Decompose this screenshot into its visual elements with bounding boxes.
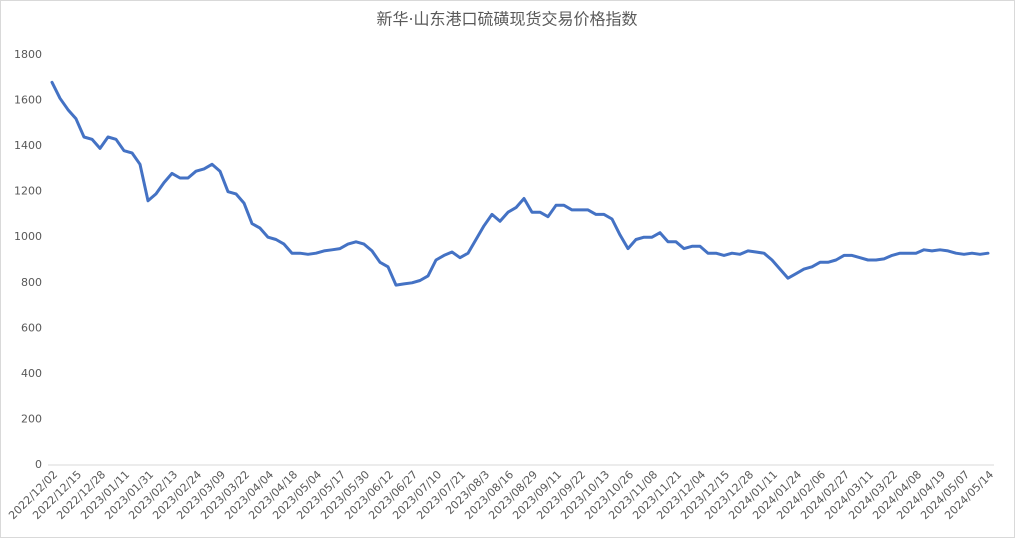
y-tick-label: 400	[21, 367, 42, 380]
y-tick-label: 600	[21, 321, 42, 334]
y-tick-label: 1800	[14, 48, 42, 61]
chart-title: 新华·山东港口硫磺现货交易价格指数	[376, 10, 637, 29]
line-series	[50, 80, 990, 287]
y-tick-label: 800	[21, 276, 42, 289]
y-tick-label: 0	[35, 458, 42, 471]
y-tick-label: 1400	[14, 139, 42, 152]
y-tick-label: 1000	[14, 230, 42, 243]
y-tick-label: 200	[21, 412, 42, 425]
y-tick-label: 1600	[14, 94, 42, 107]
y-tick-label: 1200	[14, 185, 42, 198]
